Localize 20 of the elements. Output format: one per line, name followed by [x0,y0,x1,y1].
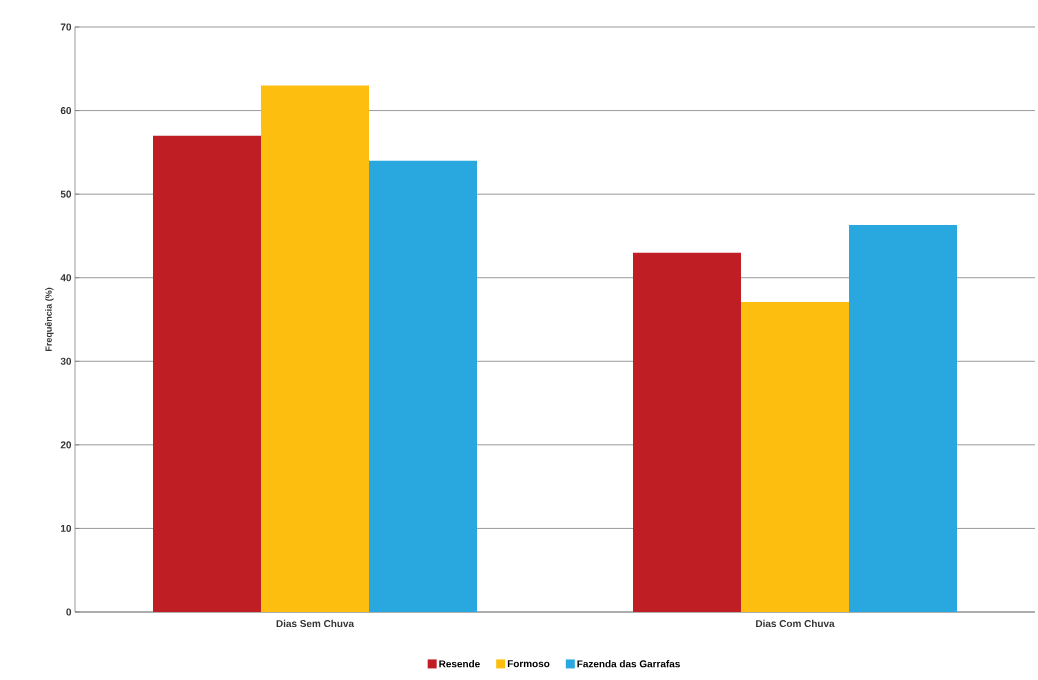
bar [369,160,477,612]
y-tick-label: 0 [66,608,72,616]
y-axis-title: Frequência (%) [44,287,54,352]
y-tick-label: 50 [60,190,72,198]
bar [849,225,958,612]
legend-label: Formoso [507,660,550,668]
y-tick-label: 20 [60,441,72,449]
y-tick-label: 70 [60,23,72,31]
legend-label: Fazenda das Garrafas [577,660,680,668]
bar [633,252,742,612]
legend-label: Resende [439,660,480,668]
bar [153,135,261,612]
x-tick-label: Dias Com Chuva [756,619,835,628]
y-tick-label: 60 [60,107,72,115]
y-tick-label: 30 [60,357,72,365]
y-tick-label: 10 [61,524,72,532]
bar [741,301,850,612]
bar [261,85,369,612]
y-tick-label: 40 [60,274,72,282]
x-tick-label: Dias Sem Chuva [276,619,355,628]
